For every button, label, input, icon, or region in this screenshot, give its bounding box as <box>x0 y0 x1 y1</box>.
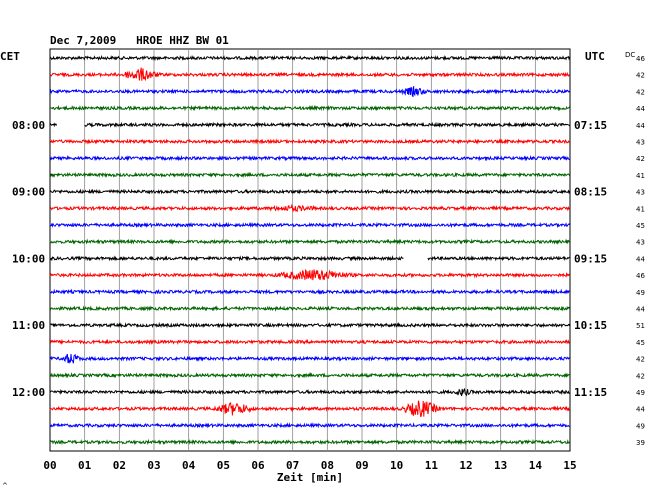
x-tick-12: 12 <box>459 459 472 472</box>
x-tick-00: 00 <box>43 459 56 472</box>
trace-row-0 <box>49 54 571 62</box>
x-tick-08: 08 <box>321 459 334 472</box>
trace-row-2 <box>49 86 571 98</box>
dc-value: 51 <box>636 322 645 330</box>
right-hour-label: 10:15 <box>574 319 607 332</box>
dc-value: 42 <box>636 372 645 380</box>
dc-value: 45 <box>636 339 645 347</box>
trace-row-8 <box>50 188 571 195</box>
chart-title: Dec 7,2009 HROE HHZ BW 01 <box>50 34 229 47</box>
footer-mark: ^ <box>2 482 8 490</box>
trace-row-22 <box>49 422 570 429</box>
left-tz-label: CET <box>0 50 20 63</box>
trace-row-20 <box>49 387 570 397</box>
trace-row-23 <box>49 438 570 446</box>
x-tick-10: 10 <box>390 459 403 472</box>
left-hour-label: 08:00 <box>12 119 45 132</box>
x-tick-02: 02 <box>113 459 126 472</box>
trace-row-13 <box>49 268 570 281</box>
trace-row-7 <box>49 171 571 179</box>
dc-label: DC <box>625 51 635 59</box>
x-tick-07: 07 <box>286 459 299 472</box>
right-hour-label: 07:15 <box>574 119 607 132</box>
left-hour-label: 11:00 <box>12 319 45 332</box>
x-tick-04: 04 <box>182 459 196 472</box>
x-tick-01: 01 <box>78 459 92 472</box>
right-tz-label: UTC <box>585 50 605 63</box>
trace-row-3 <box>49 104 570 112</box>
trace-row-10 <box>49 221 570 229</box>
plot-frame <box>49 48 571 452</box>
trace-row-16 <box>49 321 571 329</box>
x-tick-03: 03 <box>147 459 160 472</box>
left-hour-label: 10:00 <box>12 252 45 265</box>
x-tick-11: 11 <box>425 459 439 472</box>
dc-value: 41 <box>636 172 645 180</box>
dc-value: 46 <box>636 55 645 63</box>
dc-value: 45 <box>636 222 645 230</box>
dc-value: 44 <box>636 306 645 314</box>
trace-row-15 <box>49 305 571 312</box>
dc-value: 44 <box>636 255 645 263</box>
dc-value: 39 <box>636 439 645 447</box>
x-axis-label: Zeit [min] <box>277 471 343 484</box>
dc-value: 41 <box>636 205 645 213</box>
x-tick-06: 06 <box>251 459 265 472</box>
left-hour-label: 09:00 <box>12 186 45 199</box>
dc-value: 42 <box>636 72 645 80</box>
dc-value: 49 <box>636 389 645 397</box>
dc-value: 43 <box>636 239 645 247</box>
dc-value: 46 <box>636 272 645 280</box>
dc-value: 42 <box>636 88 645 96</box>
dc-value: 43 <box>636 189 645 197</box>
dc-value: 44 <box>636 105 645 113</box>
trace-row-17 <box>49 338 570 346</box>
x-tick-14: 14 <box>529 459 543 472</box>
trace-row-14 <box>49 288 570 296</box>
right-hour-label: 11:15 <box>574 386 607 399</box>
right-hour-label: 09:15 <box>574 252 607 265</box>
trace-row-9 <box>50 203 570 213</box>
x-tick-09: 09 <box>355 459 368 472</box>
right-hour-label: 08:15 <box>574 186 607 199</box>
dc-value: 44 <box>636 406 645 414</box>
trace-row-11 <box>49 238 571 245</box>
x-tick-15: 15 <box>563 459 576 472</box>
trace-row-1 <box>49 67 570 82</box>
trace-row-4 <box>49 121 570 129</box>
trace-row-12 <box>49 255 570 262</box>
dc-value: 44 <box>636 122 645 130</box>
trace-row-6 <box>49 154 570 162</box>
trace-row-5 <box>49 138 570 145</box>
x-tick-13: 13 <box>494 459 507 472</box>
dc-value: 42 <box>636 155 645 163</box>
dc-value: 49 <box>636 289 645 297</box>
trace-row-21 <box>49 400 570 418</box>
dc-value: 43 <box>636 139 645 147</box>
trace-row-19 <box>49 371 570 379</box>
left-hour-label: 12:00 <box>12 386 45 399</box>
x-tick-05: 05 <box>217 459 230 472</box>
dc-value: 49 <box>636 422 645 430</box>
dc-value: 42 <box>636 356 645 364</box>
trace-row-18 <box>49 353 570 365</box>
